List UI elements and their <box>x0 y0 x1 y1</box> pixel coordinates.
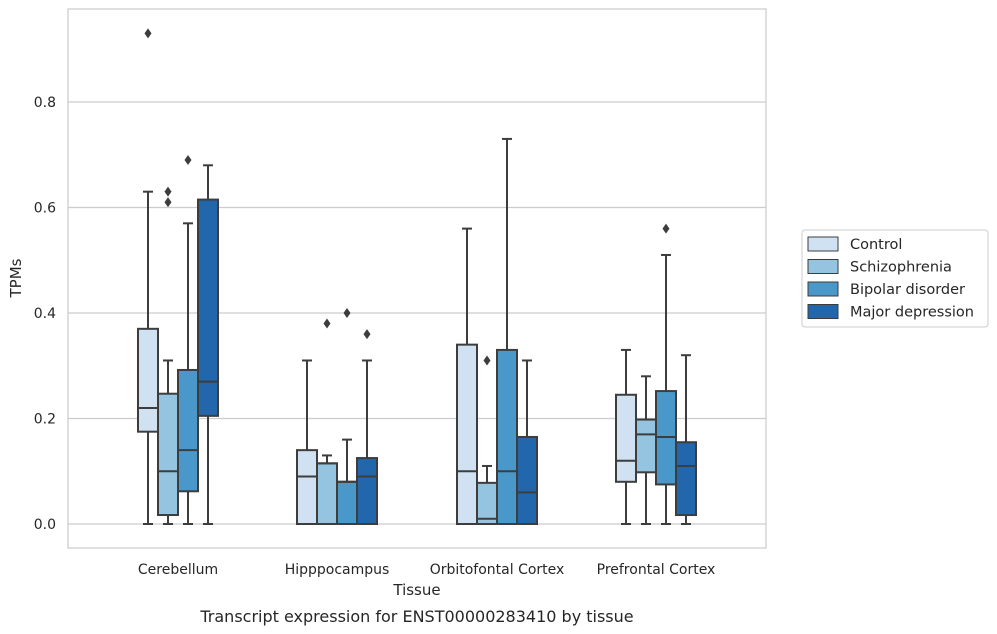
box-schizophrenia <box>476 355 498 526</box>
box-major-depression <box>197 164 219 525</box>
outlier-point <box>164 186 172 197</box>
legend-swatch <box>807 304 839 319</box>
y-tick-label: 0.2 <box>34 412 56 428</box>
box-iqr <box>316 462 338 525</box>
box-major-depression <box>675 354 697 525</box>
outlier-point <box>184 155 192 166</box>
box-iqr <box>336 480 358 525</box>
legend-label: Schizophrenia <box>850 260 952 276</box>
box-iqr <box>177 368 199 493</box>
box-series-group <box>137 28 697 526</box>
box-control <box>456 227 478 525</box>
box-iqr <box>615 393 637 483</box>
box-iqr <box>675 441 697 517</box>
y-tick-label: 0.4 <box>34 306 56 322</box>
figure-caption: Transcript expression for ENST0000028341… <box>199 607 633 626</box>
box-iqr <box>456 343 478 525</box>
outlier-point <box>483 355 491 366</box>
legend-swatch <box>807 236 839 252</box>
box-schizophrenia <box>157 186 179 525</box>
box-iqr <box>197 198 219 417</box>
box-control <box>137 28 159 525</box>
outlier-point <box>164 197 172 208</box>
box-schizophrenia <box>635 375 657 525</box>
box-schizophrenia <box>316 318 338 525</box>
outlier-point <box>662 223 670 234</box>
y-tick-label: 0.6 <box>34 201 56 217</box>
legend-swatch <box>807 259 839 274</box>
box-iqr <box>496 348 518 525</box>
box-bipolar-disorder <box>336 308 358 525</box>
y-axis-label: TPMs <box>7 258 25 298</box>
box-major-depression <box>356 329 378 525</box>
box-bipolar-disorder <box>496 137 518 525</box>
legend-label: Bipolar disorder <box>850 282 965 298</box>
legend-frame <box>801 229 989 328</box>
box-iqr <box>516 435 538 525</box>
x-tick-label: Cerebellum <box>138 562 218 578</box>
box-iqr <box>635 418 657 474</box>
y-tick-label: 0.8 <box>34 95 56 111</box>
outlier-point <box>363 329 371 340</box>
plot-area-frame <box>67 8 767 549</box>
x-tick-label: Hipppocampus <box>285 562 390 578</box>
box-bipolar-disorder <box>655 223 677 525</box>
box-iqr <box>157 392 179 517</box>
legend-label: Major depression <box>850 305 974 321</box>
x-tick-label: Orbitofontal Cortex <box>430 562 565 578</box>
y-tick-label: 0.0 <box>34 517 56 533</box>
box-control <box>615 348 637 525</box>
box-major-depression <box>516 359 538 525</box>
box-iqr <box>356 457 378 525</box>
box-control <box>296 359 318 525</box>
legend-items: Control Schizophrenia Bipolar disorder Majo… <box>807 236 974 321</box>
box-iqr <box>137 327 159 433</box>
box-bipolar-disorder <box>177 155 199 525</box>
y-axis-ticks: 0.0 0.2 0.4 0.6 0.8 <box>34 95 56 533</box>
x-axis-ticks: Cerebellum Hipppocampus Orbitofontal Corte… <box>138 562 715 578</box>
legend-label: Control <box>850 237 902 253</box>
outlier-point <box>144 28 152 39</box>
x-tick-label: Prefrontal Cortex <box>597 562 716 578</box>
box-iqr <box>296 449 318 525</box>
x-axis-label: Tissue <box>392 581 440 599</box>
legend: Control Schizophrenia Bipolar disorder Majo… <box>801 229 989 328</box>
outlier-point <box>343 308 351 318</box>
outlier-point <box>323 318 331 329</box>
legend-swatch <box>807 281 839 297</box>
